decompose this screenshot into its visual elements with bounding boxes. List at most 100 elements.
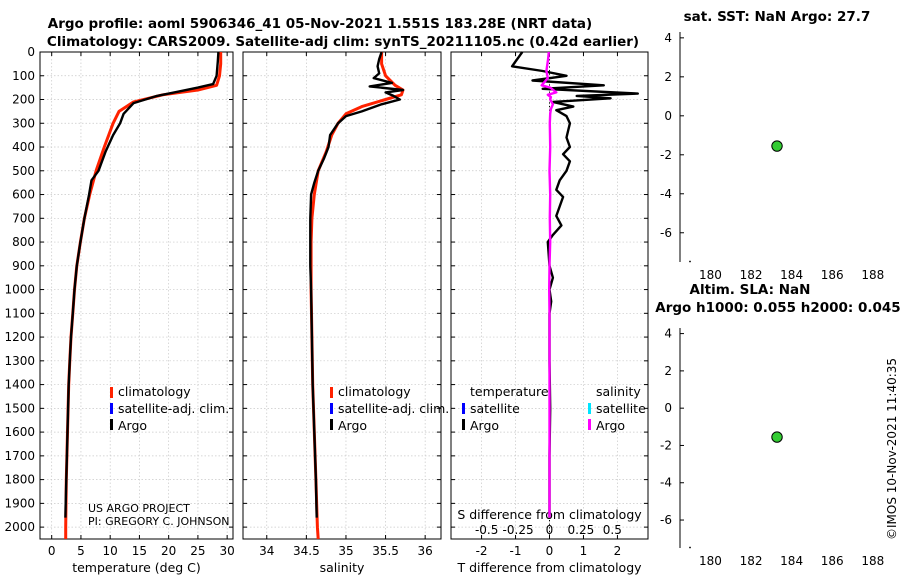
- x-tick-label: 35.5: [372, 544, 399, 558]
- x-axis-label: temperature (deg C): [72, 560, 201, 575]
- legend-s-satellite-label: satellite: [596, 401, 646, 416]
- legend-t-satellite-label: satellite: [470, 401, 520, 416]
- salinity-legend: climatology satellite-adj. clim. Argo: [330, 384, 449, 433]
- x-axis-label: T difference from climatology: [456, 560, 642, 575]
- figure-title-line1: Argo profile: aoml 5906346_41 05-Nov-202…: [48, 16, 592, 32]
- series-line-s-diff-argo: [540, 51, 558, 518]
- panel-title: sat. SST: NaN Argo: 27.7: [684, 9, 871, 25]
- x-tick-label: 186: [821, 268, 844, 282]
- legend-t-argo-swatch: [462, 419, 465, 430]
- y-tick-label: 600: [12, 188, 35, 202]
- top-x-tick-label: -0.25: [503, 523, 534, 537]
- y-tick-label: 4: [664, 31, 672, 45]
- axis-corner-dot: [689, 546, 691, 549]
- x-axis-label: salinity: [320, 560, 365, 575]
- legend-temperature-header: temperature: [470, 384, 549, 399]
- legend-satellite-swatch: [110, 403, 113, 414]
- y-tick-label: 0: [664, 109, 672, 123]
- salinity-panel: 34 34.5 35 35.5 36 salinity: [242, 51, 442, 575]
- profile-location-point: [771, 140, 783, 152]
- difference-legend: temperature salinity satellite Argo sate…: [462, 384, 646, 433]
- y-tick-label: -6: [660, 513, 672, 527]
- x-tick-label: 25: [190, 544, 205, 558]
- panel-title: Altim. SLA: NaN: [690, 282, 811, 298]
- y-tick-label: -6: [660, 226, 672, 240]
- y-tick-label: 200: [12, 93, 35, 107]
- x-tick-label: 10: [103, 544, 118, 558]
- x-tick-label: 188: [861, 554, 884, 568]
- y-tick-label: -4: [660, 476, 672, 490]
- series-line-t-diff-argo: [510, 51, 639, 518]
- y-tick-label: 400: [12, 140, 35, 154]
- temperature-legend: climatology satellite-adj. clim. Argo: [110, 384, 229, 433]
- legend-s-argo-swatch: [588, 419, 591, 430]
- sst-panel: -6 -4 -2 0 2 4 180 182 184 186 188 sat. SST: NaN Ar…: [660, 9, 884, 282]
- top-x-tick-label: -0.5: [475, 523, 498, 537]
- y-tick-label: 1500: [4, 401, 35, 415]
- x-tick-label: 20: [161, 544, 176, 558]
- x-tick-label: 2: [614, 544, 622, 558]
- top-x-tick-label: 0.5: [603, 523, 622, 537]
- y-tick-label: 1900: [4, 496, 35, 510]
- legend-s-satellite-swatch: [588, 403, 591, 414]
- x-tick-label: 34.5: [293, 544, 320, 558]
- y-tick-label: 1100: [4, 306, 35, 320]
- legend-climatology-label: climatology: [338, 384, 411, 399]
- x-tick-label: -1: [510, 544, 522, 558]
- credit-project: US ARGO PROJECT: [88, 502, 190, 515]
- x-tick-label: -2: [476, 544, 488, 558]
- figure-title-line2: Climatology: CARS2009. Satellite-adj cli…: [47, 34, 639, 50]
- series-line-argo: [309, 51, 405, 518]
- y-tick-label: -4: [660, 187, 672, 201]
- y-tick-label: -2: [660, 438, 672, 452]
- timestamp-credit: ©IMOS 10-Nov-2021 11:40:35: [885, 358, 899, 540]
- series-line-climatology: [64, 52, 223, 539]
- axes-frame: [242, 51, 442, 540]
- legend-climatology-label: climatology: [118, 384, 191, 399]
- axis-corner-dot: [689, 260, 691, 263]
- y-tick-label: 2000: [4, 520, 35, 534]
- x-tick-label: 188: [861, 268, 884, 282]
- y-tick-label: 900: [12, 259, 35, 273]
- x-tick-label: 182: [740, 554, 763, 568]
- credit-pi: PI: GREGORY C. JOHNSON: [88, 515, 229, 528]
- x-tick-label: 1: [580, 544, 588, 558]
- legend-salinity-header: salinity: [596, 384, 641, 399]
- y-tick-label: 1000: [4, 283, 35, 297]
- x-tick-label: 182: [740, 268, 763, 282]
- profile-location-point: [771, 431, 783, 443]
- legend-argo-swatch: [110, 419, 113, 430]
- y-tick-label: 1600: [4, 425, 35, 439]
- series-line-argo: [64, 51, 220, 518]
- axes-frame: [39, 51, 234, 540]
- y-tick-label: 1200: [4, 330, 35, 344]
- sla-panel: -6 -4 -2 0 2 4 180 182 184 186 188 Altim. SLA: NaN A…: [655, 282, 900, 568]
- y-tick-label: 800: [12, 235, 35, 249]
- y-tick-label: 100: [12, 69, 35, 83]
- legend-argo-label: Argo: [118, 418, 147, 433]
- legend-satellite-label: satellite-adj. clim.: [338, 401, 449, 416]
- legend-s-argo-label: Argo: [596, 418, 625, 433]
- legend-t-argo-label: Argo: [470, 418, 499, 433]
- legend-satellite-swatch: [330, 403, 333, 414]
- series-line-climatology: [309, 52, 405, 540]
- x-tick-label: 36: [418, 544, 433, 558]
- y-tick-label: 500: [12, 164, 35, 178]
- y-tick-label: 0: [664, 401, 672, 415]
- y-tick-label: 700: [12, 211, 35, 225]
- legend-argo-swatch: [330, 419, 333, 430]
- top-x-tick-label: 0: [546, 523, 554, 537]
- x-tick-label: 35: [338, 544, 353, 558]
- x-tick-label: 34: [259, 544, 274, 558]
- legend-satellite-label: satellite-adj. clim.: [118, 401, 229, 416]
- x-tick-label: 186: [821, 554, 844, 568]
- x-tick-label: 30: [220, 544, 235, 558]
- legend-climatology-swatch: [110, 387, 113, 398]
- y-tick-label: 2: [664, 70, 672, 84]
- x-tick-label: 184: [780, 554, 803, 568]
- y-tick-label: 1400: [4, 378, 35, 392]
- temperature-panel: 0100200300400500600700800900100011001200…: [4, 45, 234, 575]
- y-tick-label: 1300: [4, 354, 35, 368]
- panel-subtitle: Argo h1000: 0.055 h2000: 0.045: [655, 300, 900, 316]
